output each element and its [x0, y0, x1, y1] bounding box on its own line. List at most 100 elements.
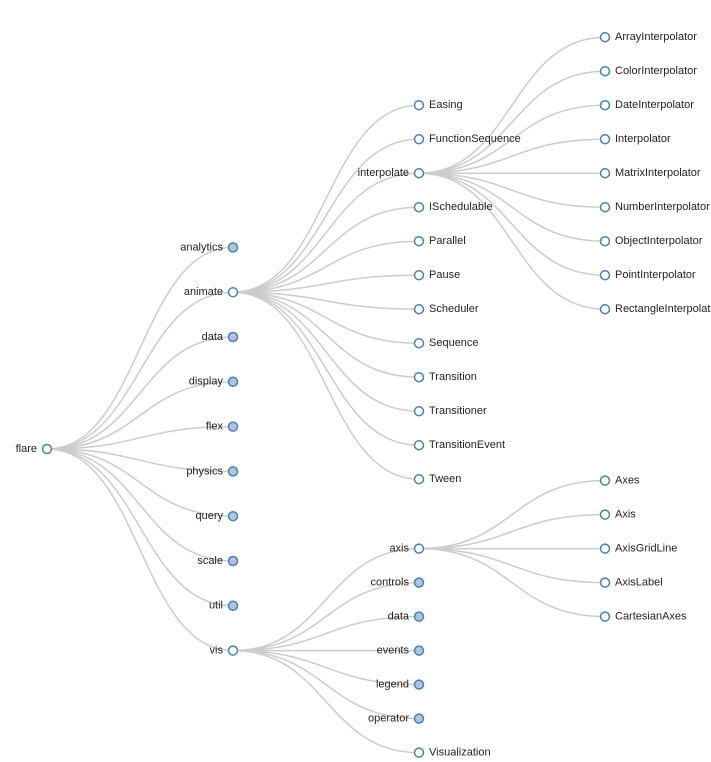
- node-circle[interactable]: [227, 331, 239, 343]
- node-circle[interactable]: [413, 133, 425, 145]
- node-circle[interactable]: [227, 645, 239, 656]
- node-label[interactable]: controls: [370, 577, 409, 589]
- node-label[interactable]: interpolate: [358, 167, 409, 179]
- node-circle[interactable]: [599, 201, 611, 213]
- node-label[interactable]: vis: [210, 645, 224, 657]
- node-circle[interactable]: [599, 31, 611, 43]
- node-label[interactable]: ISchedulable: [429, 201, 493, 213]
- node-label[interactable]: Visualization: [429, 747, 491, 759]
- node-circle[interactable]: [599, 269, 611, 281]
- node-label[interactable]: Transitioner: [429, 405, 487, 417]
- node-label[interactable]: TransitionEvent: [429, 439, 505, 451]
- node-label[interactable]: DateInterpolator: [615, 99, 694, 111]
- node-label[interactable]: Axis: [615, 509, 636, 521]
- node-label[interactable]: Easing: [429, 99, 463, 111]
- node-circle[interactable]: [227, 510, 239, 522]
- node[interactable]: NumberInterpolator: [599, 201, 711, 213]
- node-circle[interactable]: [227, 466, 239, 477]
- node-label[interactable]: RectangleInterpolator: [615, 303, 711, 315]
- node[interactable]: Transition: [413, 371, 477, 383]
- node-circle[interactable]: [413, 269, 425, 281]
- node-circle[interactable]: [599, 475, 611, 486]
- node[interactable]: Visualization: [413, 747, 491, 759]
- node-label[interactable]: Pause: [429, 269, 460, 281]
- node[interactable]: ColorInterpolator: [599, 65, 698, 77]
- node-circle[interactable]: [599, 99, 611, 111]
- node[interactable]: ObjectInterpolator: [599, 235, 703, 247]
- node[interactable]: vis: [210, 645, 239, 657]
- node-circle[interactable]: [599, 611, 611, 622]
- node-circle[interactable]: [227, 376, 239, 388]
- node[interactable]: operator: [368, 713, 425, 725]
- node-circle[interactable]: [413, 303, 425, 315]
- node[interactable]: axis: [389, 543, 425, 555]
- node[interactable]: query: [195, 510, 239, 522]
- node-circle[interactable]: [413, 577, 425, 588]
- node[interactable]: DateInterpolator: [599, 99, 695, 111]
- node[interactable]: data: [202, 331, 239, 343]
- node-circle[interactable]: [413, 405, 425, 417]
- node[interactable]: MatrixInterpolator: [599, 167, 701, 179]
- node-circle[interactable]: [599, 303, 611, 315]
- node-circle[interactable]: [413, 543, 425, 554]
- node-label[interactable]: flare: [16, 443, 37, 455]
- node-circle[interactable]: [413, 235, 425, 247]
- node-label[interactable]: data: [202, 331, 224, 343]
- node-label[interactable]: data: [388, 611, 410, 623]
- node-circle[interactable]: [227, 421, 239, 432]
- node-label[interactable]: ColorInterpolator: [615, 65, 697, 77]
- node-circle[interactable]: [599, 65, 611, 77]
- node-label[interactable]: FunctionSequence: [429, 133, 521, 145]
- node[interactable]: events: [377, 645, 425, 657]
- node[interactable]: ISchedulable: [413, 201, 493, 213]
- node-label[interactable]: animate: [184, 286, 223, 298]
- node-label[interactable]: util: [209, 600, 223, 612]
- node-circle[interactable]: [227, 600, 239, 612]
- node-circle[interactable]: [413, 679, 425, 690]
- node-label[interactable]: Parallel: [429, 235, 466, 247]
- node-label[interactable]: CartesianAxes: [615, 611, 687, 623]
- node[interactable]: flex: [206, 421, 239, 433]
- node[interactable]: physics: [186, 465, 239, 477]
- node-circle[interactable]: [227, 242, 239, 253]
- node-circle[interactable]: [599, 235, 611, 247]
- node[interactable]: util: [209, 600, 239, 612]
- node-circle[interactable]: [413, 99, 425, 111]
- node-label[interactable]: Sequence: [429, 337, 479, 349]
- node-circle[interactable]: [599, 167, 611, 179]
- node-label[interactable]: Interpolator: [615, 133, 671, 145]
- node[interactable]: Axes: [599, 475, 640, 487]
- node[interactable]: analytics: [180, 241, 239, 253]
- node-label[interactable]: NumberInterpolator: [615, 201, 710, 213]
- node-label[interactable]: PointInterpolator: [615, 269, 696, 281]
- node-label[interactable]: Axes: [615, 475, 640, 487]
- node-circle[interactable]: [599, 543, 611, 554]
- node-label[interactable]: MatrixInterpolator: [615, 167, 701, 179]
- node-label[interactable]: operator: [368, 713, 409, 725]
- node-label[interactable]: AxisLabel: [615, 577, 663, 589]
- node-circle[interactable]: [413, 337, 425, 349]
- node[interactable]: legend: [376, 679, 425, 691]
- node[interactable]: flare: [16, 443, 53, 455]
- node[interactable]: data: [388, 611, 425, 623]
- node-circle[interactable]: [413, 167, 425, 179]
- node-label[interactable]: events: [377, 645, 410, 657]
- node[interactable]: interpolate: [358, 167, 425, 179]
- node[interactable]: Easing: [413, 99, 463, 111]
- node-circle[interactable]: [413, 201, 425, 213]
- node-label[interactable]: query: [195, 510, 223, 522]
- node-label[interactable]: flex: [206, 421, 224, 433]
- node-label[interactable]: legend: [376, 679, 409, 691]
- node[interactable]: animate: [184, 286, 239, 298]
- node[interactable]: Transitioner: [413, 405, 488, 417]
- node[interactable]: Axis: [599, 509, 637, 521]
- node-label[interactable]: scale: [197, 555, 223, 567]
- node-circle[interactable]: [413, 473, 425, 485]
- node-circle[interactable]: [413, 371, 425, 383]
- node[interactable]: PointInterpolator: [599, 269, 697, 281]
- node[interactable]: TransitionEvent: [413, 439, 506, 451]
- node[interactable]: Pause: [413, 269, 461, 281]
- node-label[interactable]: Tween: [429, 473, 461, 485]
- node-label[interactable]: Scheduler: [429, 303, 479, 315]
- node-circle[interactable]: [227, 555, 239, 567]
